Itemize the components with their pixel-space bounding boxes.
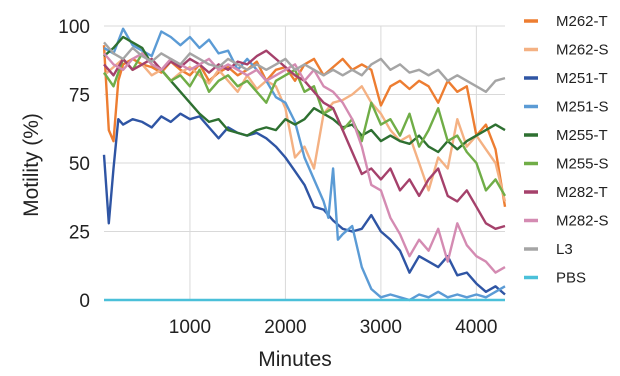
y-tick-label: 25 <box>69 223 90 244</box>
x-axis-title: Minutes <box>258 348 332 371</box>
legend: M262-T M262-S M251-T M251-S M255-T M255-S M282… <box>524 13 609 287</box>
y-axis-title: Motility (%) <box>20 113 43 217</box>
series-lines <box>102 27 507 302</box>
series-line-m262-t <box>102 45 507 207</box>
legend-label: M282-T <box>556 184 608 201</box>
legend-item-m255-t: M255-T <box>524 127 608 144</box>
x-tick-label: 2000 <box>264 317 306 338</box>
series-line-m251-t <box>102 112 506 296</box>
legend-label: M255-T <box>556 127 608 144</box>
series-line-m255-s <box>103 52 507 197</box>
legend-item-m282-t: M282-T <box>524 184 608 201</box>
legend-item-m262-t: M262-T <box>524 13 608 30</box>
legend-label: M251-S <box>556 99 609 116</box>
series-line-m251-s <box>103 27 506 302</box>
legend-item-m262-s: M262-S <box>524 42 609 59</box>
legend-label: M251-T <box>556 70 608 87</box>
legend-label: M282-S <box>556 213 609 230</box>
y-tick-label: 100 <box>58 17 90 38</box>
legend-item-pbs: PBS <box>524 270 586 287</box>
y-tick-label: 50 <box>69 154 90 175</box>
legend-item-l3: L3 <box>524 241 573 258</box>
y-tick-labels: 0 25 50 75 100 <box>58 17 90 312</box>
legend-item-m251-t: M251-T <box>524 70 608 87</box>
x-tick-label: 4000 <box>455 317 497 338</box>
legend-item-m282-s: M282-S <box>524 213 609 230</box>
x-tick-label: 3000 <box>360 317 402 338</box>
y-tick-label: 0 <box>79 291 90 312</box>
legend-item-m251-s: M251-S <box>524 99 609 116</box>
legend-label: M262-T <box>556 13 608 30</box>
x-tick-labels: 1000 2000 3000 4000 <box>169 317 498 338</box>
x-tick-label: 1000 <box>169 317 211 338</box>
legend-label: M262-S <box>556 42 609 59</box>
legend-label: L3 <box>556 241 573 258</box>
y-tick-label: 75 <box>69 86 90 107</box>
legend-label: PBS <box>556 270 586 287</box>
legend-item-m255-s: M255-S <box>524 156 609 173</box>
legend-label: M255-S <box>556 156 609 173</box>
series-line-l3 <box>103 41 506 94</box>
